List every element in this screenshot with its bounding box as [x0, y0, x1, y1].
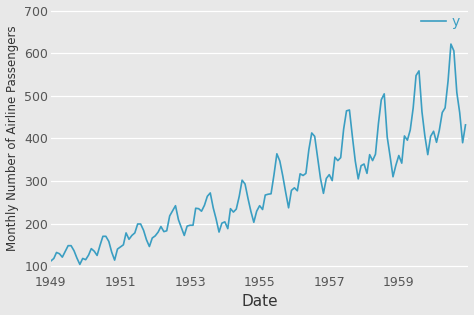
X-axis label: Date: Date — [241, 295, 278, 309]
Y-axis label: Monthly Number of Airline Passengers: Monthly Number of Airline Passengers — [6, 26, 18, 251]
Line: y: y — [51, 44, 465, 264]
Legend: y: y — [416, 9, 465, 35]
